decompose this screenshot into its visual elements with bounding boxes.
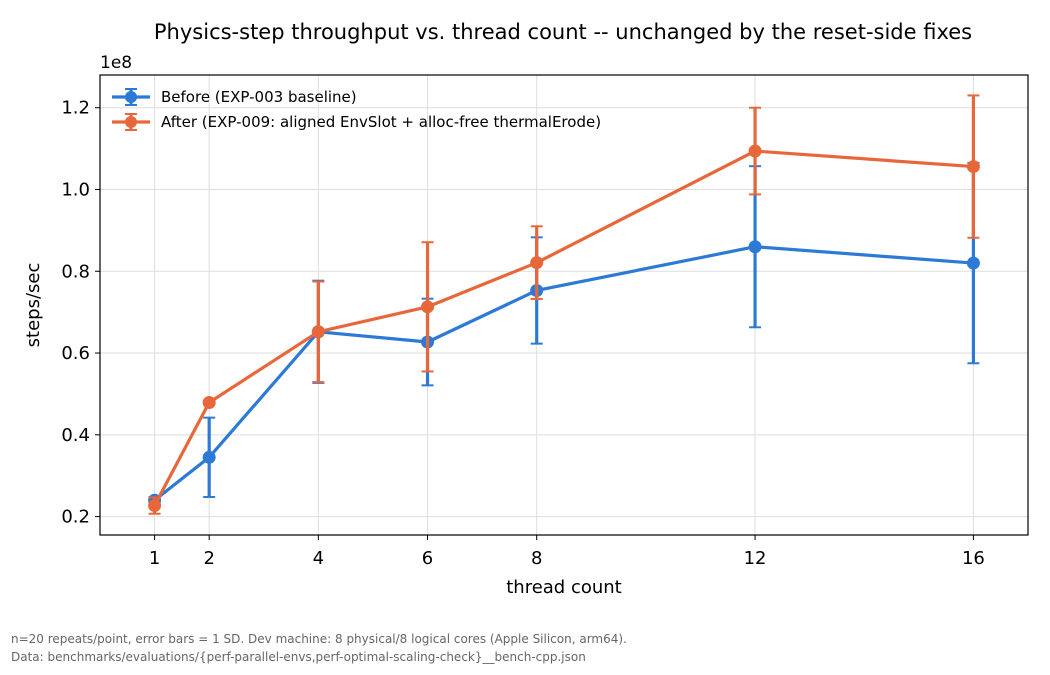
data-point	[421, 300, 435, 314]
x-axis-label: thread count	[506, 577, 622, 598]
legend-entry-2: After (EXP-009: aligned EnvSlot + alloc-…	[112, 113, 601, 131]
y-axis-label: steps/sec	[23, 263, 44, 348]
plot-frame	[99, 74, 1029, 536]
x-tick-label: 16	[962, 548, 985, 569]
series-line	[153, 149, 974, 507]
y-tick-label: 0.6	[61, 343, 90, 364]
footnote-1: n=20 repeats/point, error bars = 1 SD. D…	[11, 632, 627, 646]
footnote-2: Data: benchmarks/evaluations/{perf-paral…	[11, 650, 586, 664]
data-point	[966, 256, 980, 270]
legend: Before (EXP-003 baseline) After (EXP-009:…	[112, 88, 601, 131]
y-tick-label: 1.2	[61, 98, 90, 119]
axes: 1 2 4 6 8 12 160.20.40.60.81.01.2	[61, 98, 985, 569]
legend-entry-1: Before (EXP-003 baseline)	[112, 88, 357, 106]
x-tick-label: 8	[531, 548, 542, 569]
data-point	[966, 160, 980, 174]
y-tick-label: 0.8	[61, 261, 90, 282]
data-point	[748, 240, 762, 254]
data-point	[530, 256, 544, 270]
y-tick-label: 0.2	[61, 507, 90, 528]
y-tick-label: 0.4	[61, 425, 90, 446]
grid	[100, 75, 1028, 535]
data-point	[202, 396, 216, 410]
legend-marker	[125, 91, 137, 103]
y-tick-label: 1.0	[61, 179, 90, 200]
x-tick-label: 12	[744, 548, 767, 569]
series-1	[148, 161, 980, 507]
data-point	[748, 144, 762, 158]
series-2	[148, 94, 980, 515]
data-point	[148, 499, 162, 513]
series-layer	[148, 94, 980, 515]
chart-title: Physics-step throughput vs. thread count…	[154, 20, 972, 44]
x-tick-label: 4	[313, 548, 324, 569]
legend-label: After (EXP-009: aligned EnvSlot + alloc-…	[161, 113, 601, 131]
data-point	[202, 450, 216, 464]
y-axis-offset-label: 1e8	[100, 53, 132, 73]
series-line	[153, 245, 974, 502]
legend-marker	[125, 116, 137, 128]
data-point	[311, 325, 325, 339]
x-tick-label: 2	[203, 548, 214, 569]
x-tick-label: 1	[149, 548, 160, 569]
legend-label: Before (EXP-003 baseline)	[161, 88, 357, 106]
x-tick-label: 6	[422, 548, 433, 569]
